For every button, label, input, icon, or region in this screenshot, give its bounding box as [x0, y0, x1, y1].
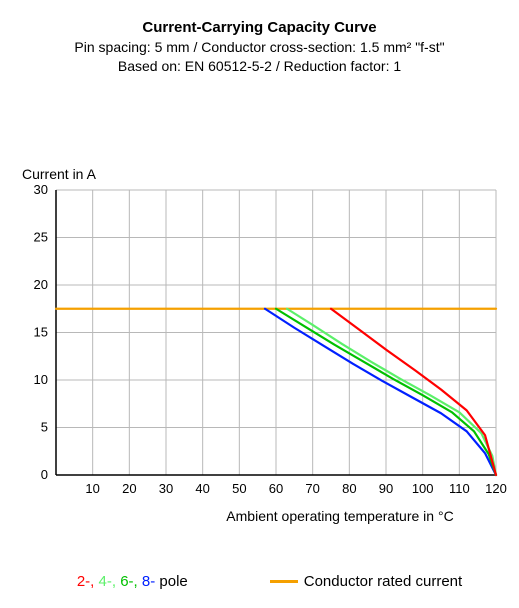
legend-p6: 6-, — [120, 573, 142, 590]
x-tick-label: 110 — [449, 481, 470, 496]
capacity-chart: 10 20 30 40 50 60 70 80 90 100 110 120 0 5 10 15 20 25 30 — [0, 0, 519, 560]
legend-p4: 4-, — [99, 573, 121, 590]
y-tick-label: 30 — [34, 182, 48, 197]
y-tick-label: 10 — [34, 372, 48, 387]
chart-legend: 2-, 4-, 6-, 8- pole Conductor rated curr… — [0, 573, 519, 590]
legend-poles: 2-, 4-, 6-, 8- pole — [77, 573, 188, 590]
series-8-pole — [265, 309, 496, 475]
x-tick-label: 10 — [85, 481, 99, 496]
legend-rated-label: Conductor rated current — [304, 573, 462, 590]
y-tick-label: 25 — [34, 230, 48, 245]
x-tick-label: 120 — [485, 481, 507, 496]
x-tick-label: 20 — [122, 481, 136, 496]
x-tick-label: 50 — [232, 481, 246, 496]
x-tick-label: 40 — [195, 481, 209, 496]
legend-p2: 2-, — [77, 573, 99, 590]
x-tick-label: 80 — [342, 481, 356, 496]
legend-rated-swatch — [270, 580, 298, 583]
y-tick-label: 0 — [41, 467, 48, 482]
y-tick-label: 15 — [34, 325, 48, 340]
x-tick-label: 90 — [379, 481, 393, 496]
y-tick-label: 5 — [41, 420, 48, 435]
series-2-pole — [331, 309, 496, 475]
y-tick-label: 20 — [34, 277, 48, 292]
x-tick-label: 30 — [159, 481, 173, 496]
x-tick-label: 60 — [269, 481, 283, 496]
x-axis-label: Ambient operating temperature in °C — [180, 508, 500, 524]
x-tick-label: 70 — [305, 481, 319, 496]
legend-p8: 8- — [142, 573, 160, 590]
x-tick-label: 100 — [412, 481, 434, 496]
legend-pole-word: pole — [159, 573, 187, 590]
